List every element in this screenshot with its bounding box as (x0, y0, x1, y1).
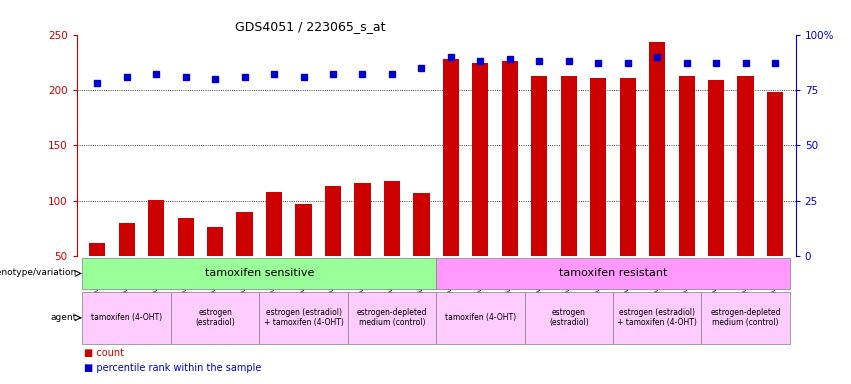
Bar (237, 212, 253, 311)
Bar (83, 292, 171, 344)
Bar (354, 183, 370, 311)
Text: tamoxifen resistant: tamoxifen resistant (559, 268, 667, 278)
Bar (613, 292, 701, 344)
Bar (738, 76, 754, 311)
Bar (384, 181, 400, 311)
Bar (260, 292, 348, 344)
Bar (348, 292, 436, 344)
Bar (437, 292, 524, 344)
Bar (531, 76, 547, 311)
Bar (767, 92, 783, 311)
Bar (561, 76, 577, 311)
Bar (590, 78, 606, 311)
Bar (472, 63, 488, 311)
Bar (266, 192, 283, 311)
Bar (295, 204, 311, 311)
Bar (118, 223, 134, 311)
Bar (89, 243, 106, 311)
Text: genotype/variation: genotype/variation (0, 268, 77, 277)
Bar (83, 258, 437, 289)
Bar (502, 61, 518, 311)
Bar (325, 186, 341, 311)
Text: GDS4051 / 223065_s_at: GDS4051 / 223065_s_at (235, 20, 386, 33)
Text: tamoxifen sensitive: tamoxifen sensitive (204, 268, 314, 278)
Text: estrogen
(estradiol): estrogen (estradiol) (549, 308, 589, 328)
Bar (701, 292, 790, 344)
Text: tamoxifen (4-OHT): tamoxifen (4-OHT) (91, 313, 163, 322)
Text: estrogen-depleted
medium (control): estrogen-depleted medium (control) (711, 308, 781, 328)
Bar (678, 76, 694, 311)
Text: ■ count: ■ count (83, 348, 123, 358)
Bar (414, 193, 430, 311)
Text: estrogen (estradiol)
+ tamoxifen (4-OHT): estrogen (estradiol) + tamoxifen (4-OHT) (617, 308, 697, 328)
Bar (708, 80, 724, 311)
Bar (178, 218, 194, 311)
Text: tamoxifen (4-OHT): tamoxifen (4-OHT) (445, 313, 516, 322)
Text: estrogen
(estradiol): estrogen (estradiol) (195, 308, 235, 328)
Bar (207, 227, 223, 311)
Text: estrogen-depleted
medium (control): estrogen-depleted medium (control) (357, 308, 427, 328)
Bar (171, 292, 260, 344)
Bar (443, 59, 459, 311)
Bar (524, 292, 613, 344)
Text: ■ percentile rank within the sample: ■ percentile rank within the sample (83, 363, 261, 373)
Bar (437, 258, 790, 289)
Bar (649, 42, 665, 311)
Bar (148, 200, 164, 311)
Text: agent: agent (51, 313, 77, 322)
Text: estrogen (estradiol)
+ tamoxifen (4-OHT): estrogen (estradiol) + tamoxifen (4-OHT) (264, 308, 344, 328)
Bar (620, 78, 636, 311)
